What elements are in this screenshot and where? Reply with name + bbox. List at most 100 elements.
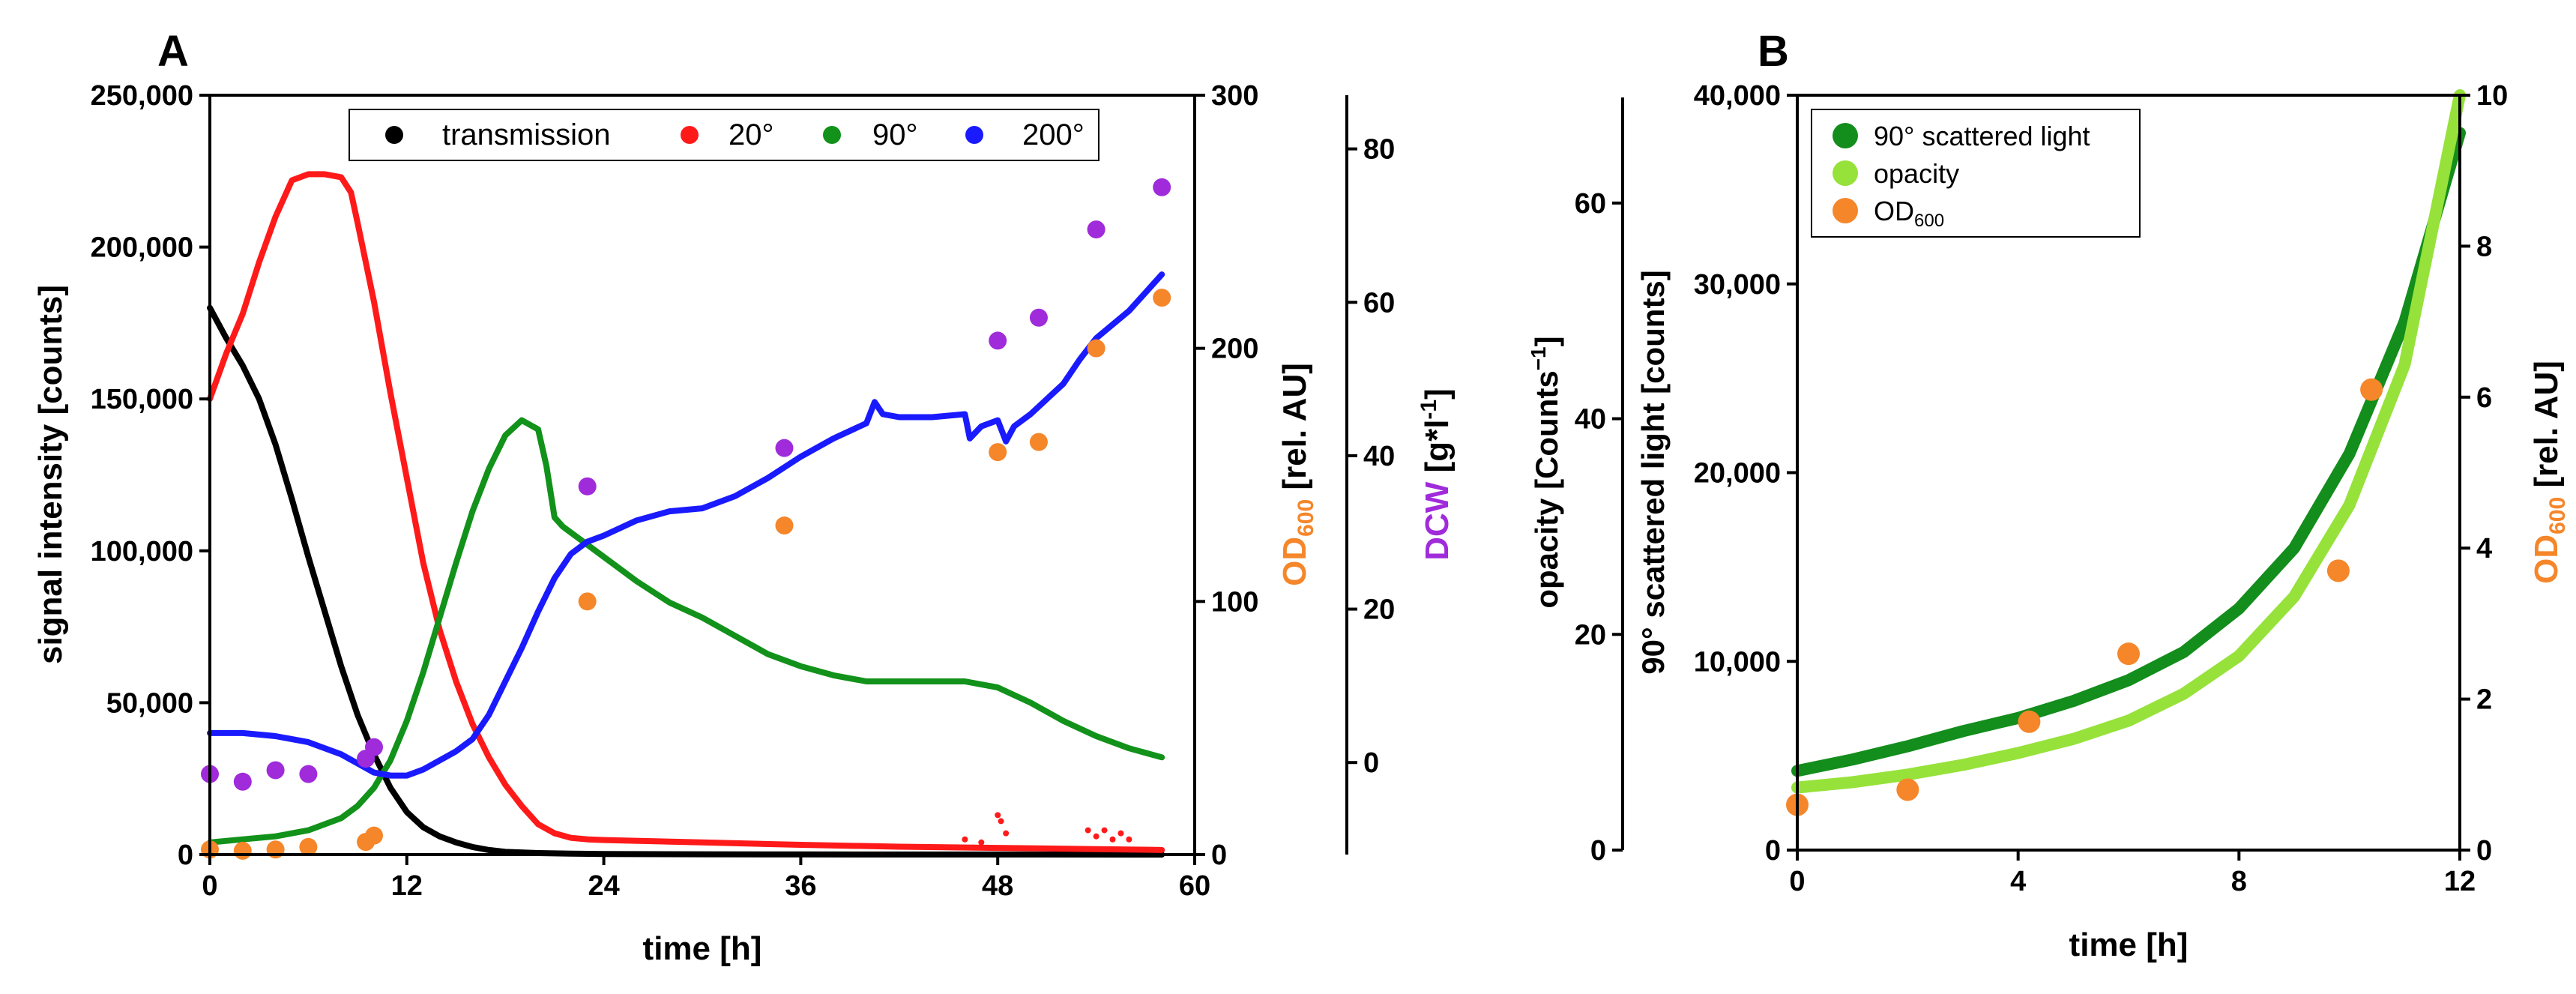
dcw-point xyxy=(233,772,252,791)
od600-point xyxy=(1029,433,1048,451)
legend-marker-200 xyxy=(965,126,983,144)
od600-point xyxy=(578,592,597,611)
legend-marker-transmission xyxy=(385,126,403,144)
od600-point xyxy=(365,826,383,845)
panel-label-b: B xyxy=(1758,27,1789,76)
panel-b-od-title: OD600 [rel. AU] xyxy=(2528,361,2570,584)
a-x-tick-label: 24 xyxy=(588,870,619,902)
b-od600-point xyxy=(1896,778,1919,801)
a-spike-point xyxy=(1085,827,1091,834)
a-spike-point xyxy=(1126,836,1132,843)
b-od600-point xyxy=(2326,559,2350,582)
b-series-90scatteredlight xyxy=(1791,127,2466,777)
a-y-tick-label: 0 xyxy=(178,840,193,871)
panel-b-series xyxy=(1791,89,2466,794)
dcw-label-end: ] xyxy=(1419,388,1456,400)
legend-label-20: 20° xyxy=(729,118,774,151)
dcw-point xyxy=(775,439,794,457)
dcw-point xyxy=(1029,308,1048,327)
a-dcw-tick-label: 60 xyxy=(1363,287,1395,319)
a-od-tick-label: 100 xyxy=(1211,586,1258,618)
a-od-tick-label: 0 xyxy=(1211,840,1227,871)
a-x-tick-label: 12 xyxy=(391,870,423,902)
a-od-tick-label: 200 xyxy=(1211,334,1258,365)
opacity-label-sup: −1 xyxy=(1527,346,1550,370)
panel-b-legend-box xyxy=(1811,109,2141,238)
a-od-tick-label: 300 xyxy=(1211,80,1258,112)
panel-a: 0 12 24 36 48 60 0 50,000 100,000 150,000 200,000… xyxy=(32,80,1456,967)
a-spike-point xyxy=(1117,830,1124,837)
a-spike-point xyxy=(1101,827,1108,834)
b-x-tick-label: 4 xyxy=(2010,866,2026,897)
b-series-opacity xyxy=(1791,89,2466,794)
panel-a-points xyxy=(201,178,1171,860)
dcw-point xyxy=(365,738,383,756)
legend-label-scattered: 90° scattered light xyxy=(1874,121,2090,151)
a-y-tick-label: 100,000 xyxy=(91,536,193,567)
b-y-tick-label: 40,000 xyxy=(1694,80,1781,112)
legend-od-sub: 600 xyxy=(1914,211,1944,231)
panel-b-legend: 90° scattered light opacity OD600 xyxy=(1811,109,2141,238)
b-od-tick-label: 6 xyxy=(2476,382,2492,414)
legend-label-opacity: opacity xyxy=(1874,158,1959,189)
panel-b-x-title: time [h] xyxy=(2069,927,2189,963)
legend-marker-od600 xyxy=(1833,198,1858,223)
dcw-label-unit: [g*l xyxy=(1419,420,1456,482)
a-spike-point xyxy=(1109,836,1116,843)
a-spike-point xyxy=(1093,833,1100,840)
panel-label-a: A xyxy=(157,27,189,76)
a-y-tick-label: 200,000 xyxy=(91,232,193,264)
b-opacity-tick-label: 0 xyxy=(1590,835,1606,867)
a-y-tick-label: 250,000 xyxy=(91,80,193,112)
panel-a-od-ticks: 0 100 200 300 xyxy=(1195,80,1258,871)
panel-a-frame xyxy=(208,94,1196,856)
od600-point xyxy=(775,516,794,535)
panel-b-opacity-ticks: 0 20 40 60 xyxy=(1575,188,1623,867)
panel-a-x-title: time [h] xyxy=(643,930,762,967)
a-series-20 xyxy=(207,171,1165,853)
dcw-point xyxy=(266,761,285,780)
legend-marker-scattered xyxy=(1833,123,1858,148)
b-x-tick-label: 12 xyxy=(2444,866,2476,897)
panel-a-legend: transmission 20° 90° 200° xyxy=(349,109,1100,161)
dcw-label-main: DCW xyxy=(1419,481,1456,561)
od600-point xyxy=(299,837,318,856)
b-y-tick-label: 30,000 xyxy=(1694,269,1781,301)
legend-label-transmission: transmission xyxy=(442,118,611,151)
a-dcw-tick-label: 0 xyxy=(1363,747,1379,779)
legend-od-main: OD xyxy=(1874,196,1914,226)
b-y-tick-label: 0 xyxy=(1765,835,1781,867)
legend-label-od600: OD600 xyxy=(1874,196,1944,231)
a-dcw-tick-label: 40 xyxy=(1363,441,1395,472)
b-opacity-tick-label: 60 xyxy=(1575,188,1606,220)
b-y-tick-label: 10,000 xyxy=(1694,646,1781,678)
legend-marker-opacity xyxy=(1833,160,1858,186)
panel-b-points xyxy=(1786,378,2383,816)
a-x-tick-label: 48 xyxy=(982,870,1013,902)
panel-b-x-ticks: 0 4 8 12 xyxy=(1789,850,2476,897)
panel-a-series xyxy=(207,171,1165,858)
a-spike-point xyxy=(1003,830,1010,837)
od-label-unit: [rel. AU] xyxy=(1276,363,1313,499)
b-od600-point xyxy=(2018,710,2041,733)
panel-a-od-title: OD600 [rel. AU] xyxy=(1276,363,1318,586)
b-od-label-unit: [rel. AU] xyxy=(2528,361,2565,497)
a-series-transmission xyxy=(207,304,1165,858)
b-x-tick-label: 0 xyxy=(1789,866,1805,897)
od600-point xyxy=(1153,289,1171,307)
a-series-90 xyxy=(207,417,1165,846)
panel-b-opacity-title: opacity [Counts−1] xyxy=(1527,336,1564,608)
dcw-point xyxy=(1087,220,1105,239)
a-y-tick-label: 50,000 xyxy=(106,687,193,719)
legend-marker-90 xyxy=(823,126,841,144)
panel-b-y-title: 90° scattered light [counts] xyxy=(1635,270,1671,675)
panel-a-y-title: signal intensity [counts] xyxy=(32,285,69,664)
od600-point xyxy=(1087,339,1105,358)
b-x-tick-label: 8 xyxy=(2231,866,2247,897)
dcw-label-sup: -1 xyxy=(1417,400,1441,420)
legend-label-90: 90° xyxy=(872,118,918,151)
b-opacity-tick-label: 20 xyxy=(1575,619,1606,651)
panel-a-x-ticks: 0 12 24 36 48 60 xyxy=(202,855,1210,902)
a-x-tick-label: 60 xyxy=(1179,870,1210,902)
